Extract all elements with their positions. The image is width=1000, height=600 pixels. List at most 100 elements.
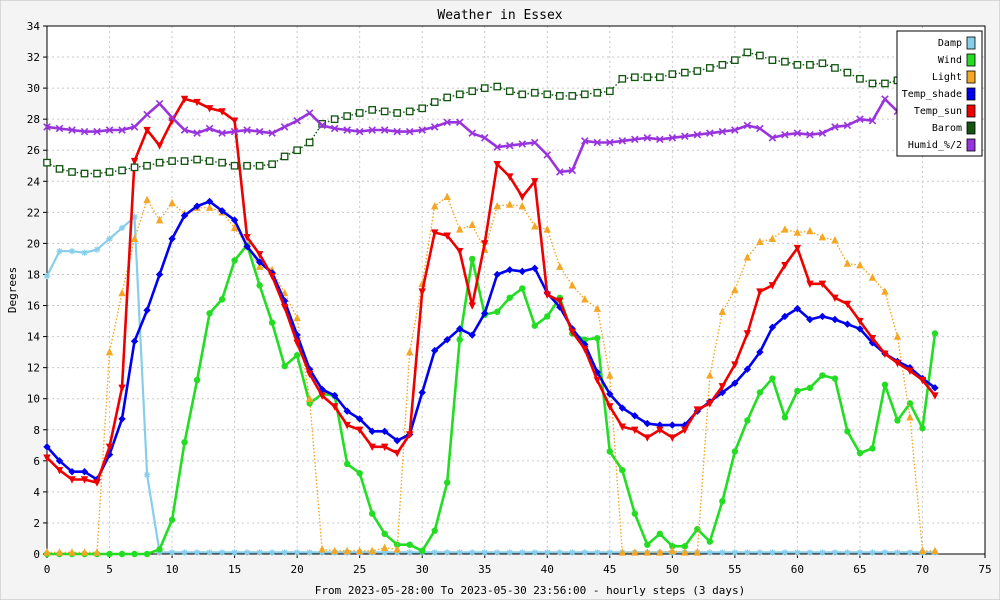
data-point-humid-2	[143, 110, 151, 119]
data-point-damp	[781, 549, 789, 556]
data-point-light	[368, 546, 376, 555]
data-point-temp-shade	[518, 267, 526, 276]
data-point-barom	[768, 56, 777, 65]
data-point-light	[518, 201, 526, 210]
data-point-temp-shade	[618, 404, 627, 412]
data-point-barom	[580, 90, 589, 99]
data-point-temp-shade	[193, 202, 201, 210]
data-point-damp	[819, 549, 826, 556]
data-point-temp-shade	[205, 197, 214, 206]
y-axis-label: Degrees	[6, 267, 19, 313]
data-point-light	[793, 228, 802, 236]
data-point-humid-2	[80, 127, 89, 136]
data-point-humid-2	[93, 127, 101, 136]
data-point-wind	[719, 498, 726, 505]
data-point-temp-sun	[793, 244, 802, 253]
legend-swatch-temp-shade	[966, 87, 976, 101]
data-point-damp	[756, 549, 764, 556]
data-point-barom	[43, 158, 51, 167]
data-point-temp-shade	[793, 304, 802, 313]
x-tick-label: 5	[106, 563, 113, 576]
data-point-temp-sun	[868, 334, 877, 343]
data-point-light	[868, 273, 877, 281]
data-point-wind	[819, 372, 826, 379]
data-point-temp-sun	[418, 288, 426, 296]
data-point-barom	[380, 107, 389, 116]
data-point-temp-shade	[781, 312, 789, 321]
data-point-temp-sun	[518, 193, 526, 202]
data-point-damp	[106, 235, 113, 242]
data-point-damp	[481, 549, 488, 556]
data-point-temp-shade	[418, 388, 426, 397]
data-point-damp	[906, 549, 914, 556]
data-point-light	[168, 198, 176, 207]
data-point-barom	[180, 157, 189, 165]
data-point-light	[831, 236, 839, 244]
data-point-light	[806, 226, 814, 235]
data-point-light	[330, 546, 339, 555]
data-point-humid-2	[568, 166, 577, 175]
data-point-barom	[643, 73, 652, 82]
x-tick-label: 55	[728, 563, 741, 576]
data-point-damp	[56, 247, 63, 255]
data-point-temp-sun	[293, 339, 301, 347]
data-point-light	[918, 546, 927, 555]
data-point-temp-sun	[268, 272, 276, 281]
data-point-humid-2	[681, 132, 689, 141]
legend-label-temp-shade: Temp_shade	[902, 89, 962, 100]
data-point-barom	[243, 161, 251, 170]
series-barom	[43, 48, 939, 178]
data-point-temp-sun	[456, 247, 464, 256]
data-point-humid-2	[718, 127, 727, 136]
data-point-damp	[181, 549, 188, 556]
data-point-light	[581, 295, 589, 303]
data-point-light	[643, 548, 652, 556]
data-point-damp	[118, 224, 126, 232]
data-point-barom	[455, 90, 464, 99]
data-point-light	[68, 548, 76, 556]
x-tick-label: 50	[666, 563, 679, 576]
data-point-light	[893, 332, 902, 340]
data-point-wind	[931, 330, 939, 337]
data-point-wind	[193, 376, 201, 384]
data-point-wind	[644, 541, 651, 548]
data-point-wind	[181, 438, 188, 446]
data-point-temp-shade	[368, 427, 376, 436]
legend: Damp Wind Light Temp_shade Temp_sun Barom Humi…	[896, 30, 983, 157]
data-point-damp	[469, 549, 476, 556]
data-point-humid-2	[193, 129, 201, 137]
data-point-temp-sun	[918, 376, 927, 385]
data-point-wind	[343, 460, 351, 468]
data-point-wind	[156, 546, 163, 553]
data-point-humid-2	[556, 168, 564, 176]
plot-background	[47, 26, 985, 554]
data-point-humid-2	[781, 130, 789, 139]
data-point-wind	[656, 530, 664, 538]
data-point-temp-sun	[68, 476, 76, 484]
data-point-wind	[506, 294, 513, 301]
data-point-light	[593, 304, 601, 312]
data-point-light	[105, 347, 114, 356]
data-point-barom	[806, 60, 814, 69]
data-point-damp	[569, 549, 576, 556]
data-point-light	[881, 287, 889, 295]
data-point-humid-2	[856, 115, 864, 123]
data-point-wind	[256, 282, 263, 289]
data-point-barom	[280, 152, 289, 161]
data-point-damp	[594, 549, 601, 556]
data-point-light	[531, 222, 539, 230]
data-point-light	[380, 543, 389, 551]
data-point-temp-sun	[368, 443, 376, 452]
data-point-damp	[856, 549, 864, 556]
data-point-barom	[718, 60, 727, 69]
y-tick-label: 34	[27, 20, 41, 33]
data-point-humid-2	[606, 138, 614, 147]
data-point-barom	[843, 68, 852, 77]
data-point-light	[80, 548, 89, 556]
data-point-wind	[681, 543, 689, 550]
data-point-temp-sun	[593, 376, 601, 385]
data-point-barom	[605, 87, 614, 96]
data-point-temp-sun	[881, 350, 889, 358]
data-point-humid-2	[318, 121, 326, 130]
